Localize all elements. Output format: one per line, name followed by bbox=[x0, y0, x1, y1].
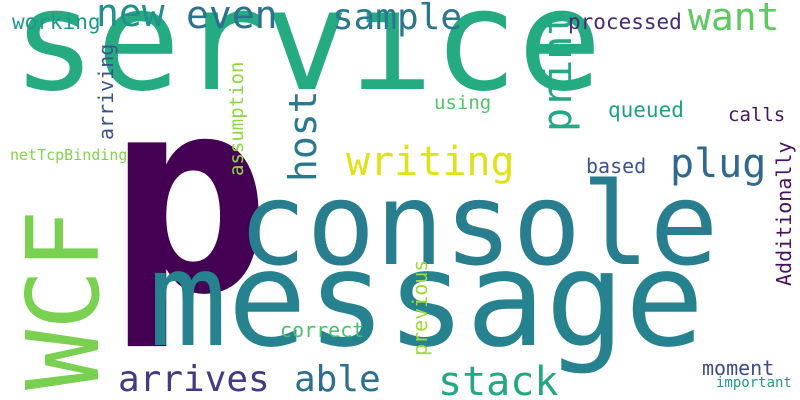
word-moment: moment bbox=[702, 356, 775, 380]
word-p: p bbox=[108, 39, 271, 354]
word-arriving: arriving bbox=[94, 43, 118, 140]
word-working: working bbox=[12, 10, 101, 34]
word-netTcpBinding: netTcpBinding bbox=[10, 146, 128, 164]
word-assumption: assumption bbox=[226, 61, 248, 176]
word-host: host bbox=[281, 90, 325, 182]
word-console: console bbox=[238, 158, 719, 291]
word-previous: previous bbox=[408, 259, 432, 356]
word-Additionally: Additionally bbox=[772, 141, 796, 287]
word-message: message bbox=[148, 223, 705, 377]
word-using: using bbox=[434, 92, 492, 114]
word-able: able bbox=[294, 359, 381, 400]
word-important: important bbox=[716, 375, 792, 391]
word-stack: stack bbox=[438, 359, 559, 400]
word-sample: sample bbox=[332, 0, 463, 38]
word-even: even bbox=[186, 0, 278, 37]
word-processed: processed bbox=[568, 10, 682, 34]
word-queued: queued bbox=[608, 98, 684, 122]
word-service: service bbox=[12, 0, 603, 123]
word-calls: calls bbox=[728, 104, 786, 126]
word-wcf: WCF bbox=[5, 209, 122, 390]
word-based: based bbox=[586, 154, 647, 178]
word-plug: plug bbox=[670, 141, 767, 187]
word-correct: correct bbox=[280, 318, 365, 342]
word-want: want bbox=[688, 0, 780, 39]
word-new: new bbox=[96, 0, 165, 35]
word-writing: writing bbox=[346, 139, 515, 185]
word-arrives: arrives bbox=[118, 359, 270, 400]
